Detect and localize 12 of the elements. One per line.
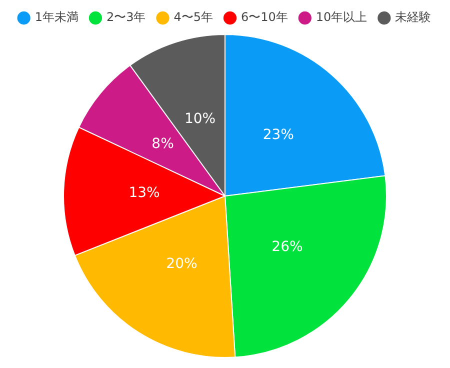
data-label: 20% bbox=[166, 256, 198, 272]
data-label: 10% bbox=[184, 110, 216, 127]
legend-label: 未経験 bbox=[395, 10, 432, 24]
data-label: 23% bbox=[262, 127, 294, 144]
legend-label: 4〜5年 bbox=[174, 10, 214, 24]
data-label: 8% bbox=[152, 136, 174, 152]
legend-label: 2〜3年 bbox=[106, 10, 146, 24]
data-label: 13% bbox=[128, 185, 160, 202]
legend-label: 1年未満 bbox=[34, 10, 78, 24]
legend-label: 6〜10年 bbox=[241, 10, 288, 24]
legend-label: 10年以上 bbox=[316, 10, 368, 24]
data-label: 26% bbox=[272, 239, 303, 256]
